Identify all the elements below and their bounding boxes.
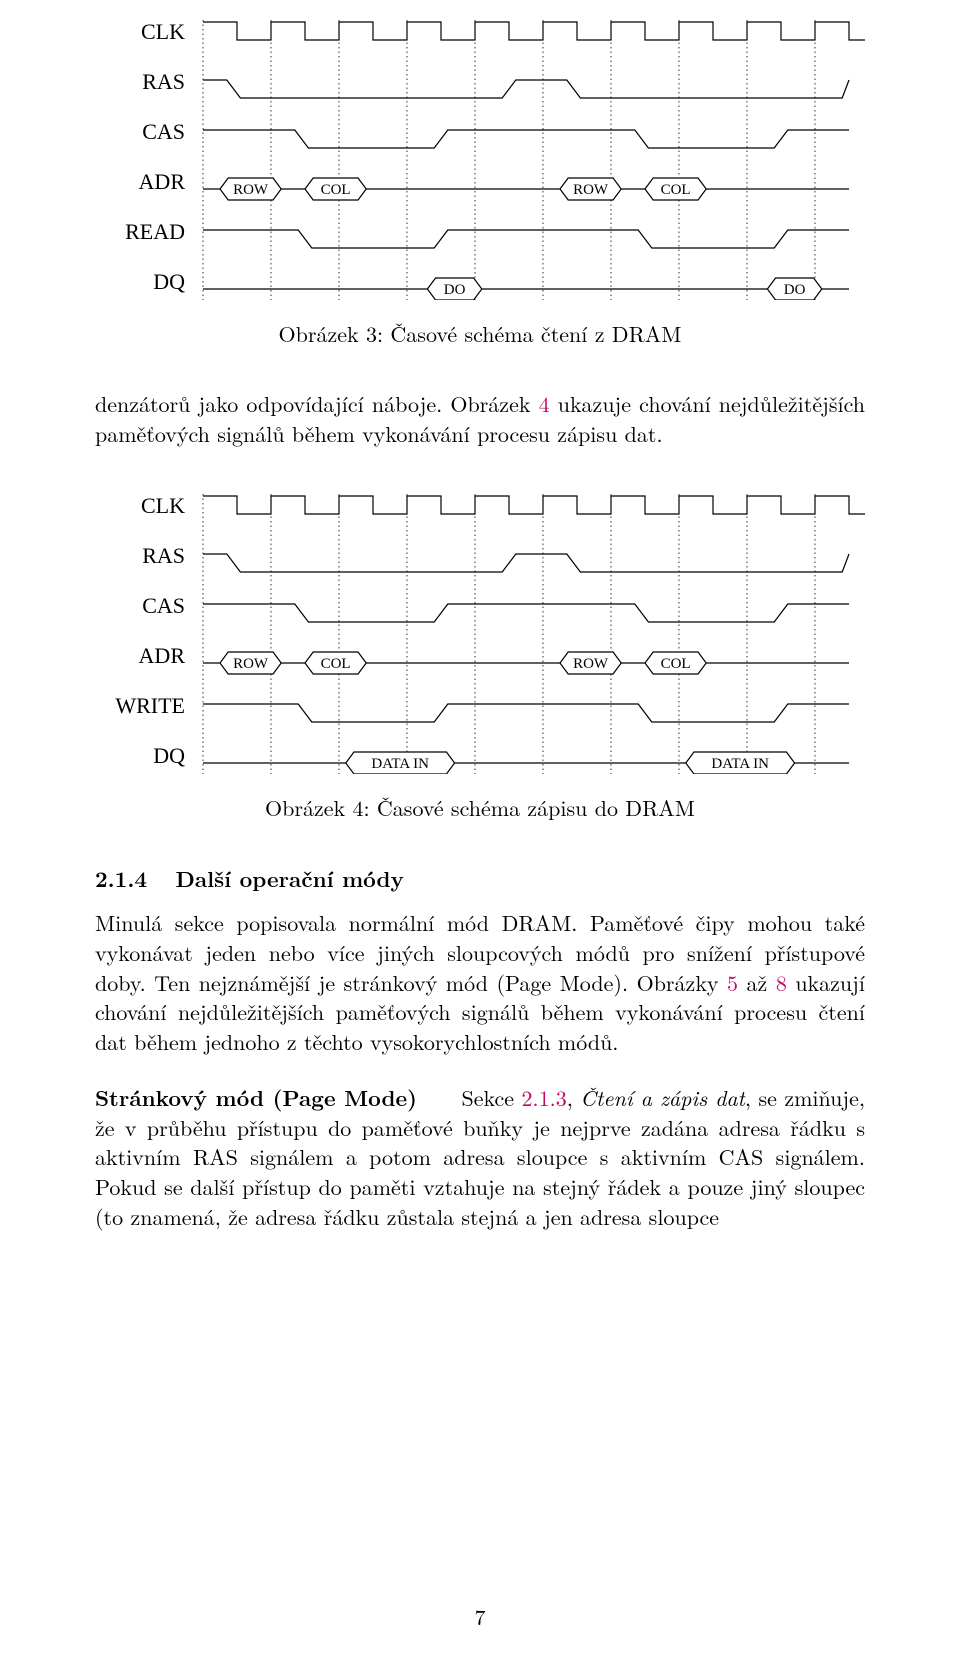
text-fragment: až — [738, 967, 776, 998]
svg-text:DATA IN: DATA IN — [371, 756, 429, 772]
italic-text: Čtení a zápis dat — [580, 1082, 745, 1113]
svg-text:CLK: CLK — [141, 493, 185, 518]
svg-text:ADR: ADR — [139, 169, 186, 194]
svg-text:RAS: RAS — [142, 543, 185, 568]
svg-text:DQ: DQ — [153, 269, 185, 294]
page: CLK RAS CAS ADR ROW COL ROW COL READ DQ DO DO Obráz… — [0, 0, 960, 1660]
text-fragment: , — [567, 1082, 581, 1113]
text-fragment: Sekce — [461, 1082, 521, 1113]
figure-ref-4[interactable]: 4 — [539, 388, 550, 419]
svg-text:COL: COL — [661, 182, 691, 198]
timing-diagram-read: CLK RAS CAS ADR ROW COL ROW COL READ DQ DO DO — [95, 0, 865, 300]
svg-text:DQ: DQ — [153, 743, 185, 768]
svg-text:DO: DO — [784, 282, 806, 298]
svg-text:READ: READ — [125, 219, 185, 244]
section-number: 2.1.4 — [95, 863, 167, 894]
svg-text:DO: DO — [444, 282, 466, 298]
svg-text:WRITE: WRITE — [115, 693, 185, 718]
section-heading: 2.1.4 Další operační módy — [95, 863, 865, 894]
figure-4-caption: Obrázek 4: Časové schéma zápisu do DRAM — [95, 792, 865, 823]
section-title: Další operační módy — [175, 863, 403, 894]
svg-text:COL: COL — [661, 656, 691, 672]
svg-text:COL: COL — [321, 182, 351, 198]
svg-text:ROW: ROW — [233, 182, 269, 198]
figure-ref-5[interactable]: 5 — [727, 967, 738, 998]
page-number: 7 — [0, 1601, 960, 1632]
svg-text:CLK: CLK — [141, 19, 185, 44]
section-ref-213[interactable]: 2.1.3 — [521, 1082, 566, 1113]
text-fragment: denzátorů jako odpovídající náboje. Obrá… — [95, 388, 539, 419]
figure-3-caption: Obrázek 3: Časové schéma čtení z DRAM — [95, 318, 865, 349]
svg-text:ROW: ROW — [573, 182, 609, 198]
svg-text:ADR: ADR — [139, 643, 186, 668]
figure-ref-8[interactable]: 8 — [776, 967, 787, 998]
svg-text:CAS: CAS — [142, 119, 185, 144]
svg-text:CAS: CAS — [142, 593, 185, 618]
paragraph-pagemode: Stránkový mód (Page Mode) Sekce 2.1.3, Č… — [95, 1083, 865, 1231]
paragraph-intro: denzátorů jako odpovídající náboje. Obrá… — [95, 389, 865, 448]
svg-text:RAS: RAS — [142, 69, 185, 94]
runin-heading: Stránkový mód (Page Mode) — [95, 1082, 417, 1113]
svg-text:DATA IN: DATA IN — [711, 756, 769, 772]
svg-text:ROW: ROW — [233, 656, 269, 672]
timing-diagram-write: CLK RAS CAS ADR ROW COL ROW COL WRITE DQ DATA IN DA… — [95, 474, 865, 774]
svg-text:ROW: ROW — [573, 656, 609, 672]
paragraph-modes: Minulá sekce popisovala normální mód DRA… — [95, 908, 865, 1056]
svg-text:COL: COL — [321, 656, 351, 672]
